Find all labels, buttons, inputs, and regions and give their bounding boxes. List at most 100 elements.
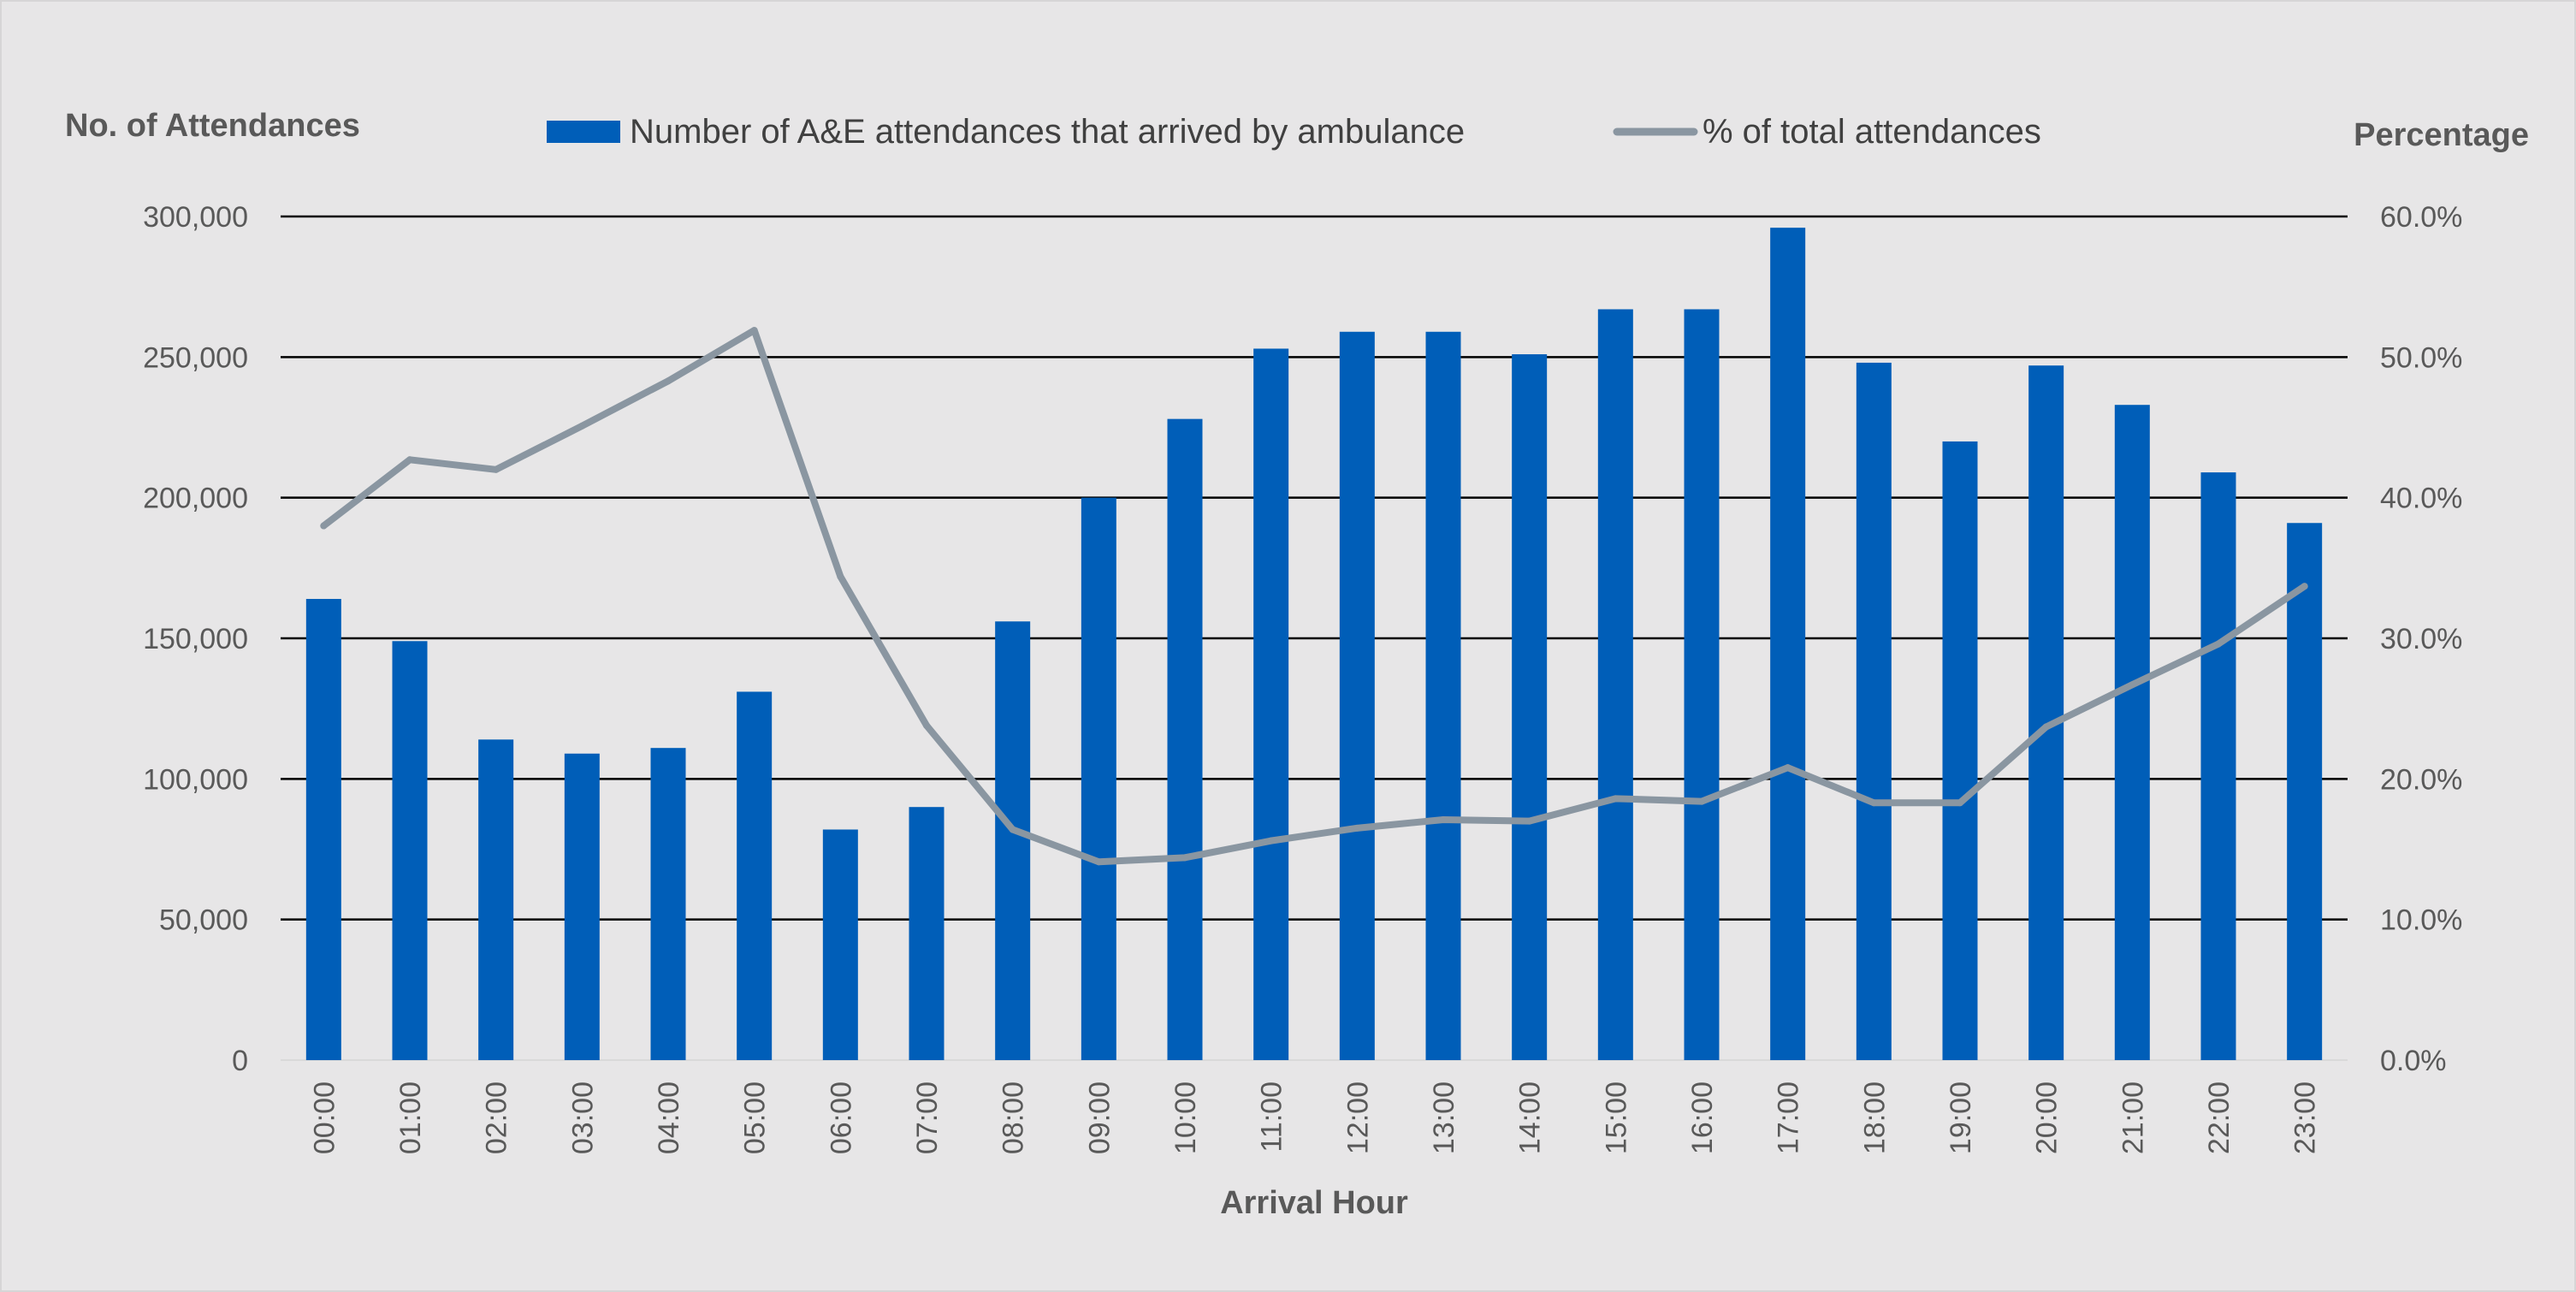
percentage-line — [320, 327, 2308, 866]
y2-tick-label: 50.0% — [2380, 341, 2462, 374]
bar — [737, 691, 773, 1060]
x-tick-label: 07:00 — [911, 1082, 944, 1154]
y2-tick-label: 0.0% — [2380, 1045, 2447, 1077]
legend-bar-swatch — [547, 121, 620, 143]
line-point — [492, 465, 500, 473]
line-point — [1784, 764, 1791, 772]
x-tick-label: 01:00 — [394, 1082, 427, 1154]
y-tick-label: 100,000 — [143, 763, 248, 796]
y2-tick-label: 20.0% — [2380, 763, 2462, 796]
bar — [2287, 523, 2323, 1060]
y2-axis-title: Percentage — [2354, 117, 2529, 153]
y2-tick-label: 30.0% — [2380, 623, 2462, 655]
x-tick-label: 00:00 — [308, 1082, 341, 1154]
line-point — [1267, 837, 1275, 845]
y2-tick-label: 10.0% — [2380, 904, 2462, 937]
y2-tick-label: 60.0% — [2380, 201, 2462, 234]
x-tick-label: 19:00 — [1945, 1082, 1977, 1154]
x-tick-label: 20:00 — [2031, 1082, 2064, 1154]
bar — [564, 753, 600, 1060]
line-point — [1957, 799, 1963, 807]
bar — [909, 807, 945, 1060]
line-point — [665, 377, 672, 385]
gridlines — [281, 215, 2348, 1061]
bar — [1253, 348, 1289, 1060]
line-point — [1612, 795, 1620, 803]
bar — [1339, 331, 1375, 1061]
bar — [650, 748, 686, 1060]
bar — [305, 598, 341, 1060]
bar — [1684, 309, 1720, 1061]
x-tick-label: 15:00 — [1600, 1082, 1632, 1154]
bar — [995, 621, 1031, 1060]
y-tick-label: 250,000 — [143, 341, 248, 374]
x-tick-label: 02:00 — [481, 1082, 513, 1154]
line-point — [1440, 815, 1447, 823]
y2-tick-label: 40.0% — [2380, 483, 2462, 515]
x-tick-label: 16:00 — [1686, 1082, 1719, 1154]
line-point — [2215, 640, 2222, 648]
line-point — [2129, 681, 2136, 689]
bar — [1167, 418, 1203, 1060]
y-tick-label: 200,000 — [143, 483, 248, 515]
bar — [1942, 441, 1978, 1060]
line-point — [1095, 858, 1103, 866]
x-tick-label: 23:00 — [2289, 1082, 2322, 1154]
x-tick-label: 21:00 — [2117, 1082, 2149, 1154]
line-point — [923, 721, 930, 729]
line-point — [1181, 854, 1188, 862]
line-point — [1698, 797, 1705, 805]
line-point — [1525, 817, 1533, 825]
bar — [478, 739, 514, 1060]
bar — [1856, 362, 1892, 1060]
line-point — [1870, 799, 1878, 807]
bar — [1597, 309, 1633, 1061]
x-tick-label: 10:00 — [1170, 1082, 1202, 1154]
bar — [1770, 228, 1806, 1060]
x-tick-label: 11:00 — [1256, 1082, 1288, 1153]
y-tick-label: 0 — [232, 1045, 248, 1077]
line-point — [1353, 824, 1361, 832]
x-tick-label: 12:00 — [1341, 1082, 1374, 1154]
x-tick-label: 18:00 — [1858, 1082, 1891, 1154]
y-tick-label: 50,000 — [159, 904, 248, 937]
bar-series — [305, 228, 2323, 1061]
x-tick-label: 03:00 — [566, 1082, 599, 1154]
bar — [2200, 472, 2236, 1060]
y-tick-label: 300,000 — [143, 201, 248, 234]
x-tick-label: 09:00 — [1083, 1082, 1116, 1154]
bar — [2028, 365, 2064, 1060]
line-point — [2301, 583, 2308, 590]
x-tick-label: 13:00 — [1428, 1082, 1460, 1154]
bar — [1081, 497, 1116, 1060]
tick-labels: 0 0.0% 50,000 10.0% 100,000 20.0% 150,000 30.0%… — [143, 201, 2462, 1154]
bar — [1512, 354, 1548, 1061]
x-tick-label: 17:00 — [1773, 1082, 1805, 1154]
legend-line-label: % of total attendances — [1703, 113, 2041, 151]
line-point — [837, 572, 844, 580]
x-tick-label: 14:00 — [1514, 1082, 1547, 1154]
x-tick-label: 06:00 — [825, 1082, 857, 1154]
y-tick-label: 150,000 — [143, 623, 248, 655]
line-point — [2042, 723, 2050, 731]
legend-bar-label: Number of A&E attendances that arrived b… — [630, 113, 1465, 151]
bar — [392, 641, 428, 1060]
x-tick-label: 08:00 — [998, 1082, 1030, 1154]
bar — [822, 829, 858, 1060]
x-tick-label: 22:00 — [2203, 1082, 2235, 1154]
x-tick-label: 05:00 — [739, 1082, 772, 1154]
x-axis-title: Arrival Hour — [1220, 1185, 1408, 1221]
x-tick-label: 04:00 — [653, 1082, 685, 1154]
line-point — [1009, 826, 1016, 833]
line-point — [750, 327, 758, 335]
line-point — [406, 456, 413, 464]
line-point — [320, 522, 328, 530]
line-point — [578, 422, 586, 430]
bar — [1425, 331, 1461, 1061]
bar — [2114, 405, 2150, 1060]
line-series — [320, 327, 2308, 866]
y-axis-title: No. of Attendances — [65, 108, 360, 144]
legend: Number of A&E attendances that arrived b… — [547, 113, 2041, 151]
